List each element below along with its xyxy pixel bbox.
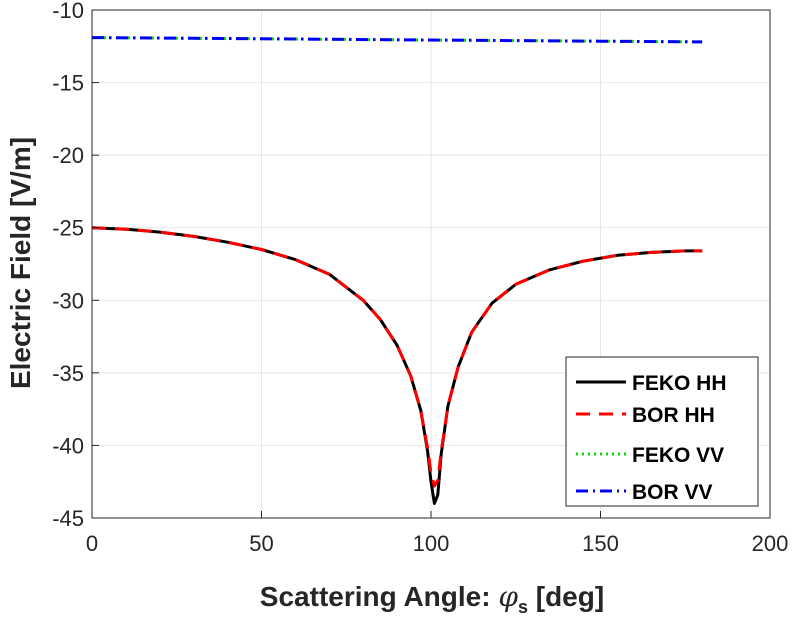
y-tick-label: -30 [52, 288, 84, 313]
y-axis-title: Electric Field [V/m] [5, 137, 36, 389]
x-axis-title: Scattering Angle: φs [deg] [260, 580, 604, 617]
x-tick-label: 200 [752, 531, 789, 556]
plot-series [91, 36, 703, 505]
y-tick-label: -20 [52, 143, 84, 168]
x-tick-label: 0 [86, 531, 98, 556]
x-tick-label: 50 [249, 531, 273, 556]
legend: FEKO HH BOR HH FEKO VV BOR VV [565, 356, 759, 507]
y-tick-label: -45 [52, 506, 84, 531]
legend-label: BOR VV [632, 481, 713, 504]
y-tick-label: -10 [52, 0, 84, 23]
y-tick-label: -25 [52, 216, 84, 241]
legend-label: FEKO VV [632, 444, 724, 467]
y-tick-label: -40 [52, 433, 84, 458]
y-tick-label: -35 [52, 361, 84, 386]
x-axis-ticks: 0 50 100 150 200 [86, 511, 788, 556]
x-tick-label: 100 [413, 531, 450, 556]
y-axis-ticks: -10 -15 -20 -25 -30 -35 -40 -45 [52, 0, 99, 531]
series-line-bor-vv [91, 36, 703, 44]
y-tick-label: -15 [52, 71, 84, 96]
legend-label: FEKO HH [632, 372, 727, 395]
legend-label: BOR HH [632, 404, 715, 427]
x-tick-label: 150 [582, 531, 619, 556]
series-line-bor-hh [91, 226, 703, 488]
